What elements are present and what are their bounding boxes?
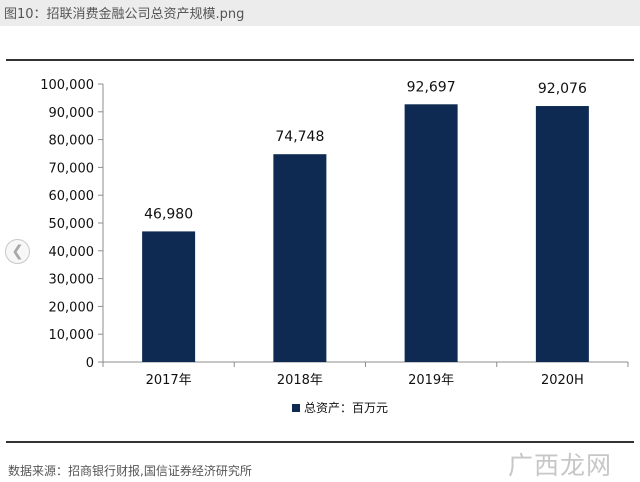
y-tick-label: 70,000 [49,161,95,176]
y-tick-label: 50,000 [49,217,95,232]
chart-plot: 0 10,000 20,000 30,000 40,000 50,000 60,000 70,… [40,78,629,415]
top-divider [6,59,634,61]
figure-caption: 图10：招联消费金融公司总资产规模.png [4,7,245,22]
y-tick-label: 20,000 [49,300,95,315]
legend-label: 总资产：百万元 [304,401,388,415]
y-tick-label: 80,000 [49,134,95,149]
x-tick-label: 2018年 [277,373,323,388]
bar-value-label: 46,980 [144,206,193,222]
y-tick-label: 10,000 [49,328,95,343]
bar-value-label: 92,076 [538,81,587,97]
source-note: 数据来源：招商银行财报,国信证券经济研究所 [8,464,252,478]
chevron-left-icon: ❮ [11,242,24,260]
x-tick-label: 2019年 [408,373,454,388]
prev-image-button[interactable]: ❮ [5,239,30,264]
y-tick-label: 60,000 [49,189,95,204]
x-tick-label: 2017年 [146,373,192,388]
y-tick-label: 0 [86,356,94,371]
x-tick-label: 2020H [541,373,584,388]
y-tick-label: 100,000 [40,78,94,93]
y-tick-label: 30,000 [49,273,95,288]
legend-swatch [292,404,300,412]
y-tick-label: 90,000 [49,106,95,121]
bar [142,231,196,362]
bar-value-label: 92,697 [407,79,456,95]
bar [404,104,458,362]
caption-bar: 图10：招联消费金融公司总资产规模.png [0,0,640,26]
bottom-divider [6,441,634,443]
watermark-logo: 广西龙网 [508,451,613,480]
bar [273,154,327,362]
y-tick-label: 40,000 [49,245,95,260]
bar-value-label: 74,748 [275,129,324,145]
bar [535,106,589,362]
